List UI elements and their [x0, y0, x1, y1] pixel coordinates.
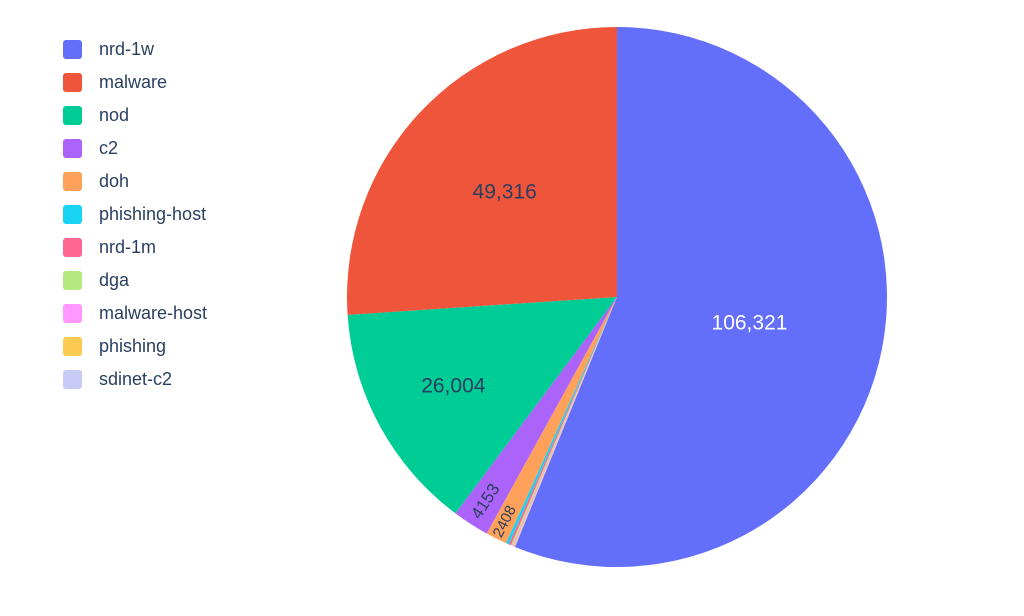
legend-label: malware-host — [99, 303, 208, 323]
legend: nrd-1w malware nod c2 doh phishing-host nrd-1m… — [63, 38, 207, 390]
legend-swatch-nrd-1w — [63, 39, 82, 59]
legend-swatch-malware-host — [63, 303, 82, 323]
pie-slice-nrd-1w[interactable] — [514, 27, 888, 567]
legend-swatch-dga — [63, 270, 82, 290]
legend-label: dga — [99, 270, 130, 290]
pie-slice-malware-host[interactable] — [512, 297, 617, 547]
slice-label-nod: 26,004 — [421, 374, 486, 397]
legend-label: sdinet-c2 — [99, 369, 173, 389]
pie-slice-phishing[interactable] — [513, 297, 617, 547]
legend-label: nrd-1m — [99, 237, 157, 257]
pie-slice-nrd-1m[interactable] — [508, 297, 617, 546]
pie-slice-malware[interactable] — [346, 27, 617, 315]
legend-swatch-nod — [63, 105, 82, 125]
legend-swatch-phishing — [63, 336, 82, 356]
legend-item-doh[interactable]: doh — [63, 170, 207, 192]
slice-label-malware: 49,316 — [473, 180, 537, 203]
legend-item-nrd-1w[interactable]: nrd-1w — [63, 38, 207, 60]
legend-swatch-nrd-1m — [63, 237, 82, 257]
legend-swatch-c2 — [63, 138, 82, 158]
legend-label: c2 — [99, 138, 119, 158]
pie-slice-nod[interactable] — [347, 297, 617, 514]
legend-item-malware[interactable]: malware — [63, 71, 207, 93]
legend-item-phishing-host[interactable]: phishing-host — [63, 203, 207, 225]
legend-item-dga[interactable]: dga — [63, 269, 207, 291]
legend-item-malware-host[interactable]: malware-host — [63, 302, 207, 324]
legend-item-c2[interactable]: c2 — [63, 137, 207, 159]
pie-slice-dga[interactable] — [510, 297, 617, 546]
legend-swatch-malware — [63, 72, 82, 92]
legend-label: nod — [99, 105, 130, 125]
legend-item-nod[interactable]: nod — [63, 104, 207, 126]
legend-swatch-sdinet-c2 — [63, 369, 82, 389]
legend-label: phishing — [99, 336, 167, 356]
slice-label-nrd-1w: 106,321 — [712, 311, 788, 334]
legend-label: nrd-1w — [99, 39, 155, 59]
legend-label: phishing-host — [99, 204, 207, 224]
legend-item-nrd-1m[interactable]: nrd-1m — [63, 236, 207, 258]
pie-slice-doh[interactable] — [486, 297, 617, 544]
pie-slice-c2[interactable] — [455, 297, 617, 534]
legend-label: malware — [99, 72, 168, 92]
legend-swatch-phishing-host — [63, 204, 82, 224]
pie-slice-sdinet-c2[interactable] — [514, 297, 617, 547]
legend-item-sdinet-c2[interactable]: sdinet-c2 — [63, 368, 207, 390]
pie-slice-phishing-host[interactable] — [505, 297, 617, 545]
legend-swatch-doh — [63, 171, 82, 191]
legend-item-phishing[interactable]: phishing — [63, 335, 207, 357]
legend-label: doh — [99, 171, 130, 191]
